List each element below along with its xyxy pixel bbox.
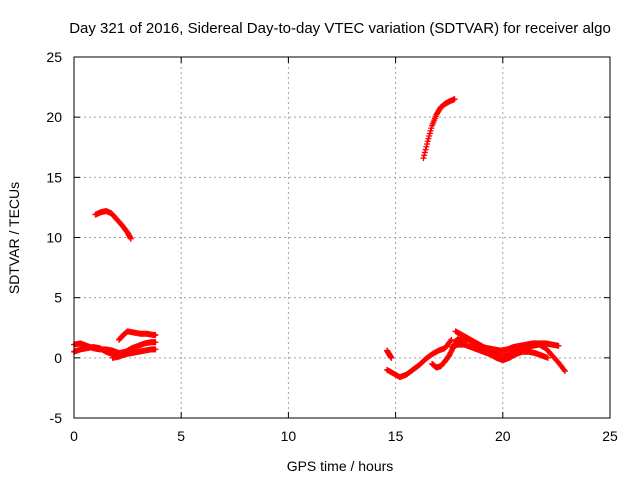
data-point bbox=[422, 146, 429, 153]
x-tick-label: 10 bbox=[281, 428, 297, 444]
y-tick-label: -5 bbox=[50, 410, 63, 426]
y-tick-label: 0 bbox=[54, 350, 62, 366]
axis-ticks: 0 5 10 15 20 25 -5 0 5 10 15 20 25 bbox=[46, 49, 618, 444]
y-tick-label: 20 bbox=[46, 109, 62, 125]
data-point bbox=[152, 346, 159, 353]
y-tick-label: 25 bbox=[46, 49, 62, 65]
data-point bbox=[421, 152, 428, 159]
x-tick-label: 20 bbox=[495, 428, 511, 444]
data-point bbox=[424, 141, 431, 148]
x-tick-label: 15 bbox=[388, 428, 404, 444]
data-point bbox=[152, 331, 159, 338]
y-tick-label: 10 bbox=[46, 230, 62, 246]
y-tick-label: 5 bbox=[54, 290, 62, 306]
data-point bbox=[555, 342, 562, 349]
data-point bbox=[421, 149, 428, 156]
data-point bbox=[451, 96, 458, 103]
data-point bbox=[152, 339, 159, 346]
data-point bbox=[388, 354, 395, 361]
y-axis-label: SDTVAR / TECUs bbox=[6, 182, 22, 294]
data-point bbox=[420, 155, 427, 162]
x-tick-label: 25 bbox=[602, 428, 618, 444]
x-tick-label: 5 bbox=[177, 428, 185, 444]
data-point bbox=[561, 368, 568, 375]
data-point bbox=[127, 235, 134, 242]
y-tick-label: 15 bbox=[46, 169, 62, 185]
data-point bbox=[448, 336, 455, 343]
data-point bbox=[423, 143, 430, 150]
grid-lines bbox=[74, 57, 610, 418]
chart-title: Day 321 of 2016, Sidereal Day-to-day VTE… bbox=[69, 20, 611, 37]
data-points bbox=[71, 96, 568, 381]
data-point bbox=[544, 354, 551, 361]
x-axis-label: GPS time / hours bbox=[287, 458, 394, 474]
x-tick-label: 0 bbox=[70, 428, 78, 444]
